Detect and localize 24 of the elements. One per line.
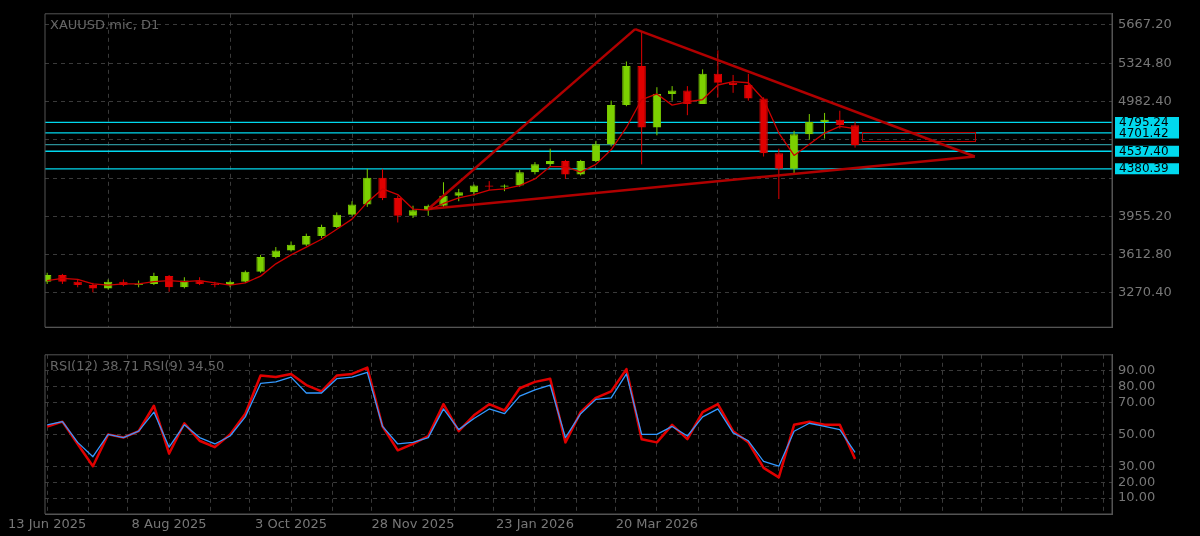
chart-title: XAUUSD.mic, D1 (50, 16, 160, 32)
x-tick-label: 28 Nov 2025 (371, 516, 455, 532)
y-tick-label: 30.00 (1118, 457, 1156, 473)
y-tick-label: 3270.40 (1118, 284, 1172, 300)
chart-title: RSI(12) 38.71 RSI(9) 34.50 (50, 357, 225, 373)
y-tick-label: 80.00 (1118, 378, 1156, 394)
y-tick-label: 4982.40 (1118, 92, 1172, 108)
x-tick-label: 13 Jun 2025 (8, 516, 87, 532)
x-tick-label: 3 Oct 2025 (255, 516, 328, 532)
y-tick-label: 10.00 (1118, 489, 1156, 505)
ref-line-label: 4537.40 (1119, 143, 1169, 158)
y-tick-label: 50.00 (1118, 425, 1156, 441)
x-tick-label: 23 Jan 2026 (495, 516, 574, 532)
y-tick-label: 3955.20 (1118, 207, 1172, 223)
ref-line-label: 4701.42 (1119, 125, 1169, 140)
y-tick-label: 5324.80 (1118, 54, 1172, 70)
y-tick-label: 70.00 (1118, 393, 1156, 409)
ref-line-label: 4380.39 (1119, 161, 1169, 176)
y-tick-label: 20.00 (1118, 473, 1156, 489)
y-tick-label: 3612.80 (1118, 245, 1172, 261)
y-tick-label: 90.00 (1118, 362, 1156, 378)
x-tick-label: 8 Aug 2025 (131, 516, 207, 532)
y-tick-label: 5667.20 (1118, 16, 1172, 32)
x-tick-label: 20 Mar 2026 (615, 516, 699, 532)
